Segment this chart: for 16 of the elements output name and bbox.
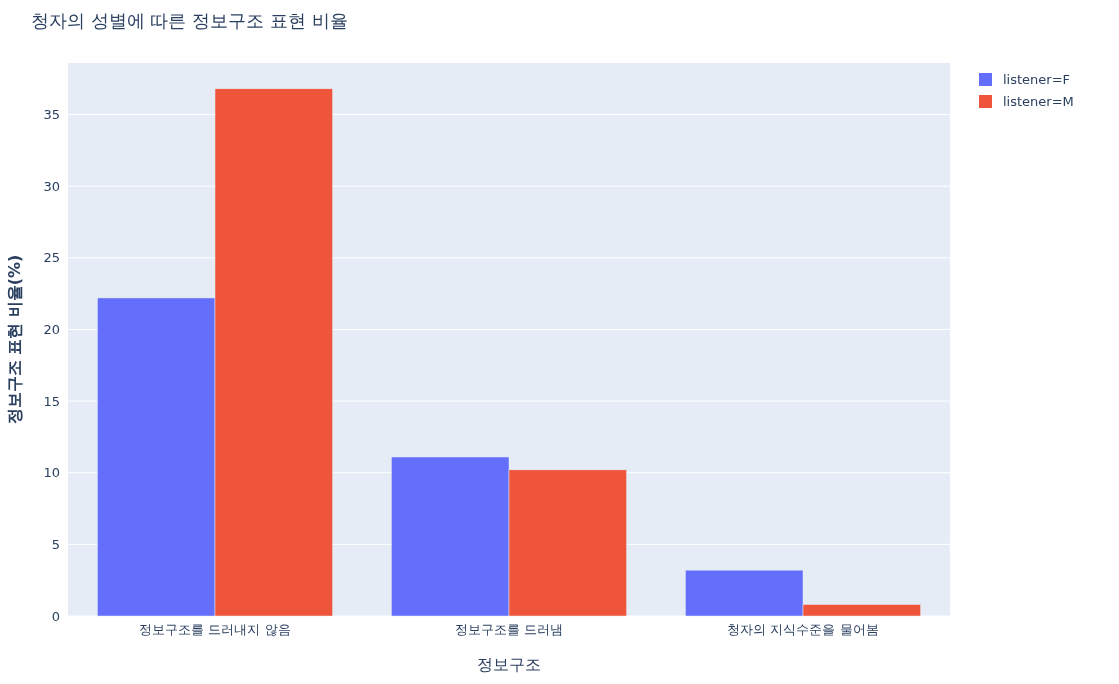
- x-axis-title: 정보구조: [477, 655, 541, 674]
- y-axis-title: 정보구조 표현 비율(%): [5, 254, 24, 425]
- legend-label: listener=M: [1003, 94, 1074, 109]
- y-tick-label: 15: [43, 393, 60, 409]
- chart-title: 청자의 성별에 따른 정보구조 표현 비율: [31, 10, 348, 31]
- y-tick-label: 25: [43, 250, 60, 266]
- y-tick-label: 30: [43, 178, 60, 194]
- y-tick-label: 0: [51, 608, 60, 624]
- x-tick-label: 정보구조를 드러냄: [454, 622, 564, 637]
- y-tick-label: 20: [43, 322, 60, 338]
- y-tick-label: 10: [43, 465, 60, 481]
- y-tick-label: 35: [43, 107, 60, 123]
- legend-label: listener=F: [1003, 72, 1071, 87]
- x-tick-label: 정보구조를 드러내지 않음: [139, 622, 291, 637]
- x-tick-label: 청자의 지식수준을 물어봄: [727, 622, 879, 637]
- y-tick-label: 5: [51, 536, 60, 552]
